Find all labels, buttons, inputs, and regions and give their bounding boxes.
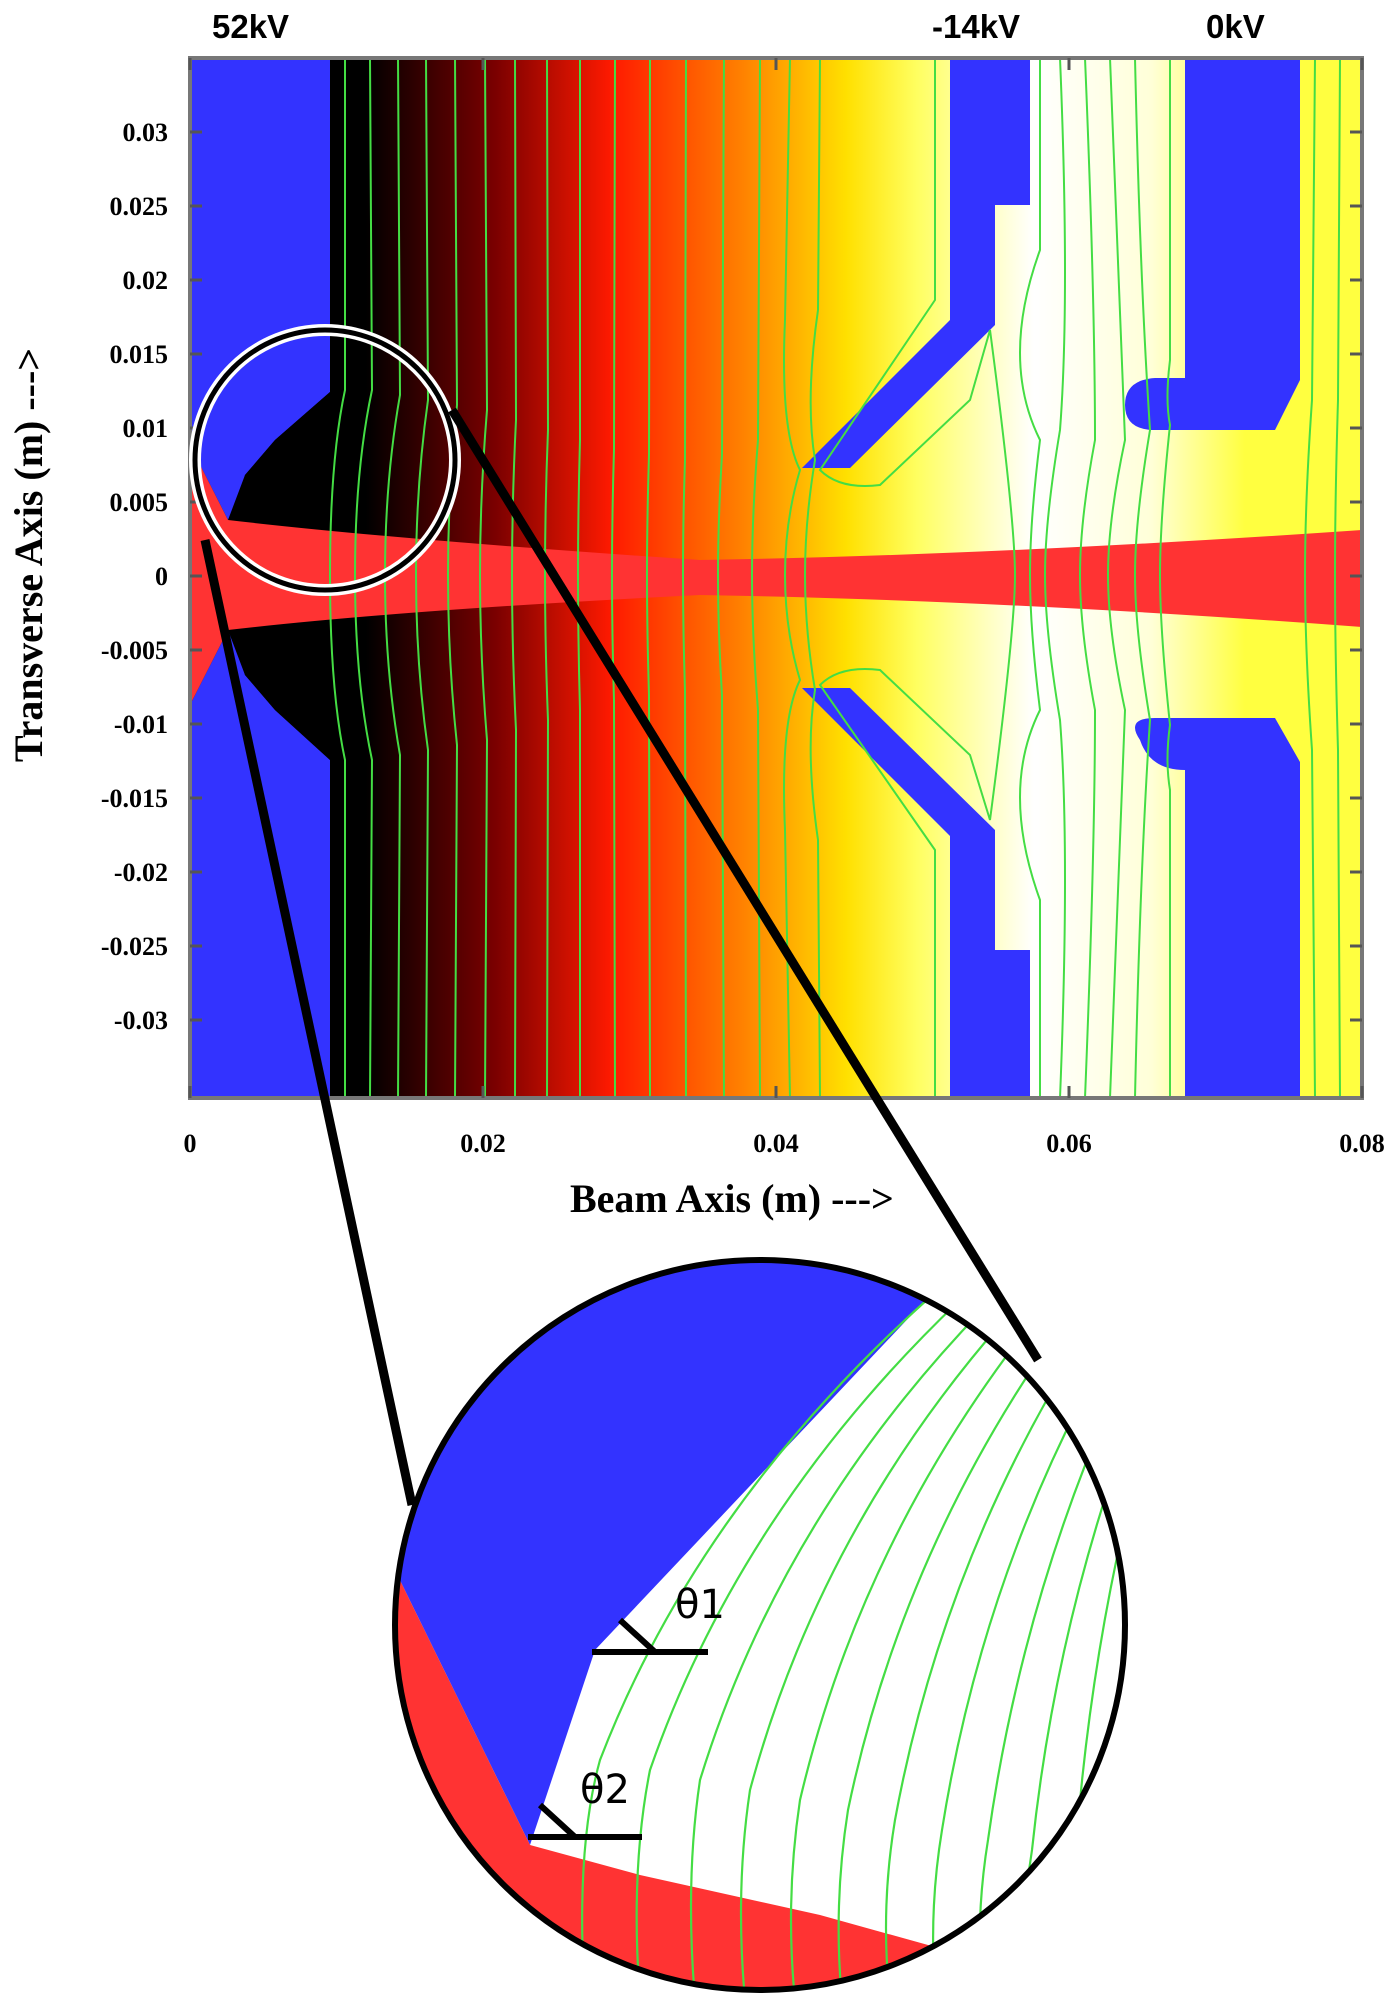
zoom-inset-border — [392, 1257, 1128, 1993]
x-tick-label: 0.06 — [1046, 1129, 1092, 1158]
zoom-connector-left — [200, 539, 417, 1506]
plot-area — [190, 58, 1362, 1098]
electrode-52kv-tip-upper — [230, 392, 330, 560]
y-tick-label: 0.01 — [123, 414, 169, 443]
x-ticks — [188, 58, 1364, 1098]
y-tick-label: -0.02 — [114, 858, 168, 887]
theta2-label: θ2 — [580, 1767, 630, 1813]
electrode-minus14kv-upper — [802, 58, 1030, 468]
y-tick-label: -0.03 — [114, 1006, 168, 1035]
theta2-marker — [528, 1802, 642, 1840]
electrode-minus14kv-lower — [802, 688, 1030, 1098]
electrode-52kv-tip-lower — [230, 620, 330, 760]
y-tick-label: -0.01 — [114, 710, 168, 739]
zoom-region-circle-outline — [192, 327, 458, 593]
y-tick-label: 0.015 — [110, 340, 169, 369]
y-axis-label: Transverse Axis (m) ---> — [6, 348, 51, 762]
y-tick-label: 0.02 — [123, 266, 169, 295]
x-tick-label: 0.02 — [460, 1129, 506, 1158]
inset-beam — [395, 1560, 1125, 1990]
voltage-label-minus14kv: -14kV — [932, 8, 1020, 45]
y-tick-label: 0.005 — [110, 488, 169, 517]
y-tick-label: -0.005 — [101, 636, 168, 665]
x-tick-label: 0.08 — [1339, 1129, 1385, 1158]
electrode-52kv-upper — [190, 58, 330, 520]
y-tick-label: -0.025 — [101, 932, 168, 961]
y-tick-label: 0.025 — [110, 192, 169, 221]
zoom-connector-right — [448, 407, 1042, 1363]
y-tick-label: 0 — [155, 562, 168, 591]
x-tick-label: 0 — [184, 1129, 197, 1158]
voltage-label-0kv: 0kV — [1206, 8, 1265, 45]
electrode-0kv-upper — [1125, 58, 1300, 430]
theta1-label: θ1 — [675, 1582, 725, 1628]
voltage-label-52kv: 52kV — [212, 8, 289, 45]
theta1-marker — [592, 1617, 708, 1655]
y-tick-label: 0.03 — [123, 118, 169, 147]
electrode-0kv-lower — [1135, 718, 1300, 1098]
x-axis-label: Beam Axis (m) ---> — [570, 1176, 894, 1221]
y-tick-labels: 0.03 0.025 0.02 0.015 0.01 0.005 0 -0.00… — [101, 118, 168, 1035]
x-tick-label: 0.04 — [753, 1129, 799, 1158]
y-tick-label: -0.015 — [101, 784, 168, 813]
zoom-inset: θ1 θ2 — [395, 1260, 1125, 1990]
ion-beam — [190, 445, 1362, 705]
inset-electrode — [395, 1260, 935, 1845]
y-ticks — [190, 130, 1362, 1022]
